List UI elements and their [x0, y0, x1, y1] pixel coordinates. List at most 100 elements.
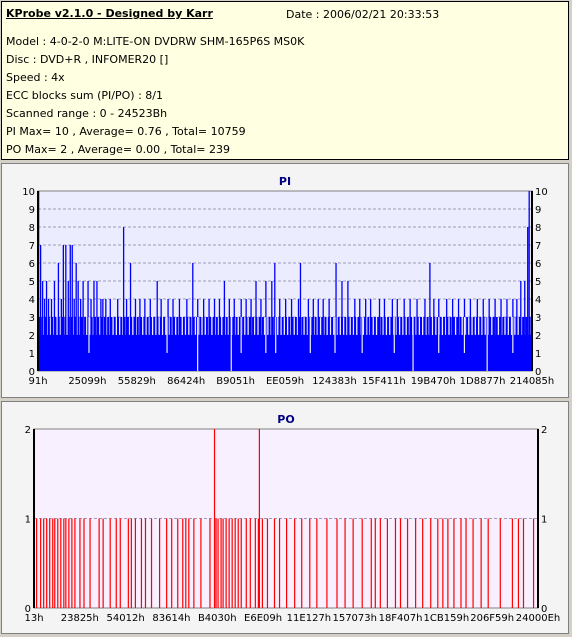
- po-bar: [361, 518, 363, 608]
- x-tick: 23825h: [61, 613, 99, 624]
- pi-band-bar: [74, 317, 77, 335]
- pi-band-bar: [163, 317, 166, 335]
- po-bar: [254, 518, 256, 608]
- pi-spike: [65, 245, 67, 371]
- pi-band-bar: [410, 317, 413, 335]
- po-bar: [336, 518, 338, 608]
- y-tick-right: 10: [535, 187, 548, 198]
- pi-band-bar: [271, 317, 274, 335]
- left-edge: [33, 429, 35, 608]
- po-bar: [68, 518, 70, 608]
- pi-spike: [365, 299, 367, 371]
- po-bar: [453, 518, 455, 608]
- pi-spike: [50, 299, 53, 371]
- x-tick: EE059h: [266, 376, 304, 387]
- pi-band-bar: [492, 317, 495, 335]
- y-tick-right: 0: [541, 604, 547, 615]
- pi-spike: [285, 299, 287, 371]
- pi-band-bar: [173, 317, 176, 335]
- pi-band-bar: [314, 317, 317, 335]
- pi-band-bar: [426, 317, 429, 335]
- pi-band-bar: [416, 317, 419, 335]
- pi-spike: [528, 191, 530, 371]
- pi-spike: [516, 299, 518, 371]
- pi-spike: [109, 299, 111, 371]
- pi-band-bar: [146, 317, 149, 335]
- x-tick: 1CB159h: [424, 613, 470, 624]
- po-bar: [447, 518, 449, 608]
- x-tick: 157073h: [332, 613, 377, 624]
- po-bar: [109, 518, 111, 608]
- pi-band-bar: [291, 317, 294, 335]
- po-bar: [119, 518, 121, 608]
- po-bar: [134, 518, 136, 608]
- pi-spike: [69, 245, 71, 371]
- pi-band-bar: [406, 317, 409, 335]
- y-tick-left: 0: [25, 604, 31, 615]
- pi-band-bar: [459, 317, 462, 335]
- pi-spike: [274, 263, 276, 371]
- pi-band-bar: [380, 317, 383, 335]
- pi-band-bar: [225, 317, 228, 335]
- pi-band-bar: [130, 317, 133, 335]
- po-bar: [294, 518, 296, 608]
- pi-spike: [317, 299, 319, 371]
- po-bar: [465, 518, 467, 608]
- pi-spike: [451, 299, 454, 371]
- y-tick-right: 4: [535, 295, 541, 306]
- pi-spike: [488, 299, 490, 371]
- info-panel: KProbe v2.1.0 - Designed by Karr Date : …: [1, 1, 569, 160]
- pi-band-bar: [288, 317, 291, 335]
- x-tick: B9051h: [216, 376, 255, 387]
- pi-spike: [53, 281, 56, 371]
- pi-band-bar: [120, 317, 123, 335]
- pi-band-bar: [472, 317, 475, 335]
- po-bar: [40, 518, 42, 608]
- pi-band-bar: [429, 317, 432, 335]
- pi-spike: [167, 299, 169, 371]
- pi-band-bar: [495, 317, 498, 335]
- pi-band-bar: [452, 317, 455, 335]
- po-bar: [182, 518, 184, 608]
- pi-dip: [334, 317, 336, 353]
- pi-band-bar: [179, 317, 182, 335]
- pi-dip: [486, 317, 488, 371]
- pi-band-bar: [242, 317, 245, 335]
- pi-spike: [117, 299, 119, 371]
- pi-band-bar: [110, 317, 113, 335]
- po-bar: [278, 518, 281, 608]
- po-bar: [374, 518, 376, 608]
- po-bar: [326, 518, 328, 608]
- pi-band-bar: [133, 317, 136, 335]
- pi-band-bar: [140, 317, 143, 335]
- pi-band-bar: [499, 317, 502, 335]
- pi-band-bar: [136, 317, 139, 335]
- pi-dip: [463, 317, 466, 353]
- ecc-info: ECC blocks sum (PI/PO) : 8/1: [6, 89, 163, 102]
- pi-band-bar: [311, 317, 314, 335]
- pi-band-bar: [443, 317, 446, 335]
- po-bar: [185, 518, 187, 608]
- po-bar: [220, 518, 222, 608]
- x-tick: 54012h: [107, 613, 145, 624]
- pi-band-bar: [489, 317, 492, 335]
- pi-band-bar: [84, 317, 87, 335]
- pi-dip: [230, 317, 232, 371]
- pi-band-bar: [466, 317, 469, 335]
- pi-spike: [396, 299, 398, 371]
- x-tick: 15F411h: [362, 376, 406, 387]
- pi-spike: [79, 299, 82, 371]
- x-tick: 11E127h: [287, 613, 331, 624]
- x-tick: 91h: [28, 376, 47, 387]
- pi-band-bar: [100, 317, 103, 335]
- chart-title: PI: [279, 175, 291, 188]
- pi-band-bar: [222, 317, 225, 335]
- pi-band-bar: [192, 317, 195, 335]
- x-tick: B4030h: [198, 613, 237, 624]
- pi-spike: [102, 299, 104, 371]
- pi-spike: [312, 299, 314, 371]
- pi-spike: [424, 299, 426, 371]
- pi-band-bar: [373, 317, 376, 335]
- pi-spike: [156, 281, 158, 371]
- pi-band-bar: [436, 317, 439, 335]
